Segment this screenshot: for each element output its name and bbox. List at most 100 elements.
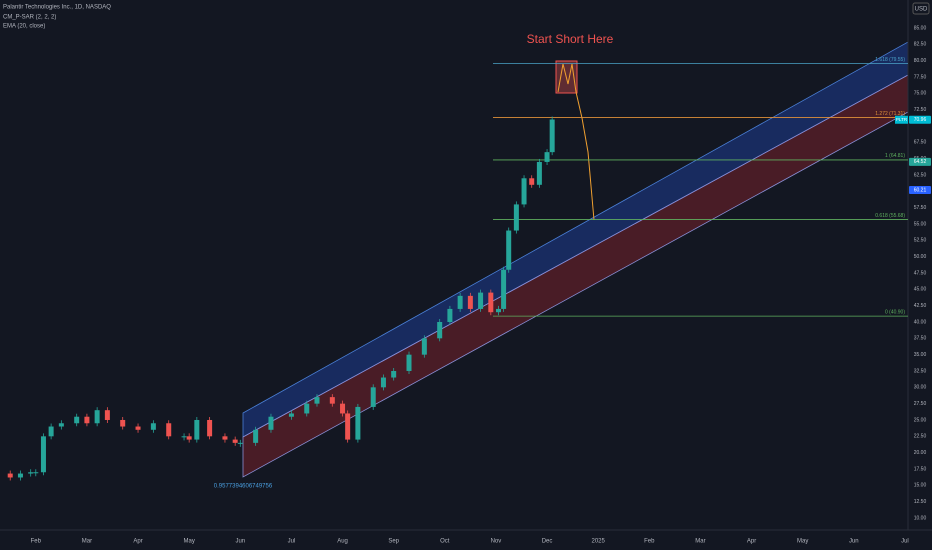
x-tick-label: Sep [388,539,399,545]
candle-body [166,423,172,437]
y-tick-label: 50.00 [914,254,927,260]
x-tick-label: Apr [747,539,756,545]
currency[interactable]: USD [915,7,928,13]
x-tick-label: Mar [695,539,705,545]
candle-body [253,429,259,443]
candle-body [181,436,187,438]
x-tick-label: Jul [288,539,296,545]
fib-label: 0 (40.90) [885,309,905,315]
candle-body [207,419,213,437]
y-tick-label: 75.00 [914,91,927,97]
candle-body [33,472,39,474]
x-tick-label: Feb [644,539,655,545]
y-tick-label: 10.00 [914,515,927,521]
candle-body [406,354,412,371]
candle-body [391,370,397,378]
y-tick-label: 40.00 [914,319,927,325]
candle-body [84,416,90,424]
y-tick-label: 85.00 [914,25,927,31]
y-tick-label: 77.50 [914,74,927,80]
y-tick-label: 62.50 [914,172,927,178]
candle-body [421,338,427,355]
fib-label: 1.272 (71.31) [875,111,905,117]
y-tick-label: 30.00 [914,385,927,391]
candle-body [488,292,494,313]
y-tick-label: 82.50 [914,42,927,48]
candle-body [521,178,527,205]
x-tick-label: Apr [133,539,142,545]
candle-body [194,419,200,440]
price-tag-label: 60.21 [914,187,927,193]
candle-body [288,413,294,417]
price-tag [909,185,931,194]
candle-body [150,423,156,430]
candle-body [74,416,80,424]
candle-body [467,295,473,309]
fib-label: 1.618 (79.55) [875,57,905,63]
y-tick-label: 72.50 [914,107,927,113]
candle-body [28,472,34,474]
candle-body [17,473,23,478]
price-tag-label: 70.96 [914,117,927,123]
ticker-label: PLTR [896,117,908,122]
candle-body [437,321,443,339]
y-tick-label: 35.00 [914,352,927,358]
candle-body [186,436,192,440]
x-tick-label: Jun [849,539,859,545]
y-tick-label: 15.00 [914,483,927,489]
y-tick-label: 27.50 [914,401,927,407]
ticker-tag [895,115,908,124]
y-tick-label: 80.00 [914,58,927,64]
price-tag [909,115,931,124]
y-tick-label: 17.50 [914,466,927,472]
candle-body [536,161,542,185]
candle-body [58,423,64,427]
candle-body [506,230,512,270]
candle-body [268,416,274,430]
y-tick-label: 67.50 [914,140,927,146]
x-tick-label: May [183,539,194,545]
candle-body [370,387,376,407]
y-tick-label: 45.00 [914,287,927,293]
y-tick-label: 55.00 [914,221,927,227]
header-symbol: Palantir Technologies Inc., 1D, NASDAQ [3,5,111,11]
y-tick-label: 37.50 [914,336,927,342]
y-tick-label: 52.50 [914,238,927,244]
candle-body [237,442,243,444]
x-tick-label: Jun [235,539,245,545]
price-tag [909,157,931,166]
candle-body [495,308,501,313]
x-tick-label: Dec [542,539,553,545]
x-tick-label: Jul [901,539,909,545]
x-tick-label: Aug [337,539,348,545]
candle-body [478,292,484,309]
candle-body [529,178,535,185]
y-tick-label: 57.50 [914,205,927,211]
y-tick-label: 32.50 [914,368,927,374]
candle-body [135,426,141,430]
x-tick-label: Nov [491,539,502,545]
y-tick-label: 25.00 [914,417,927,423]
x-tick-label: Oct [440,539,450,545]
y-tick-label: 47.50 [914,270,927,276]
candle-body [232,439,238,443]
candle-body [40,436,46,473]
candle-body [7,473,13,478]
candle-body [314,397,320,404]
currency-box[interactable] [912,2,930,15]
candle-body [355,406,361,440]
header-indicator: EMA (20, close) [3,24,45,30]
x-tick-label: Mar [82,539,92,545]
candle-body [304,403,310,414]
candle-body [549,119,555,153]
channel-label: 0.9577394606749756 [214,484,273,490]
candle-body [380,377,386,388]
projection-path [557,63,595,221]
header-indicator: CM_P-SAR (2, 2, 2) [3,15,56,21]
y-tick-label: 20.00 [914,450,927,456]
candle-body [457,295,463,309]
candle-body [329,397,335,404]
candle-body [501,269,507,309]
